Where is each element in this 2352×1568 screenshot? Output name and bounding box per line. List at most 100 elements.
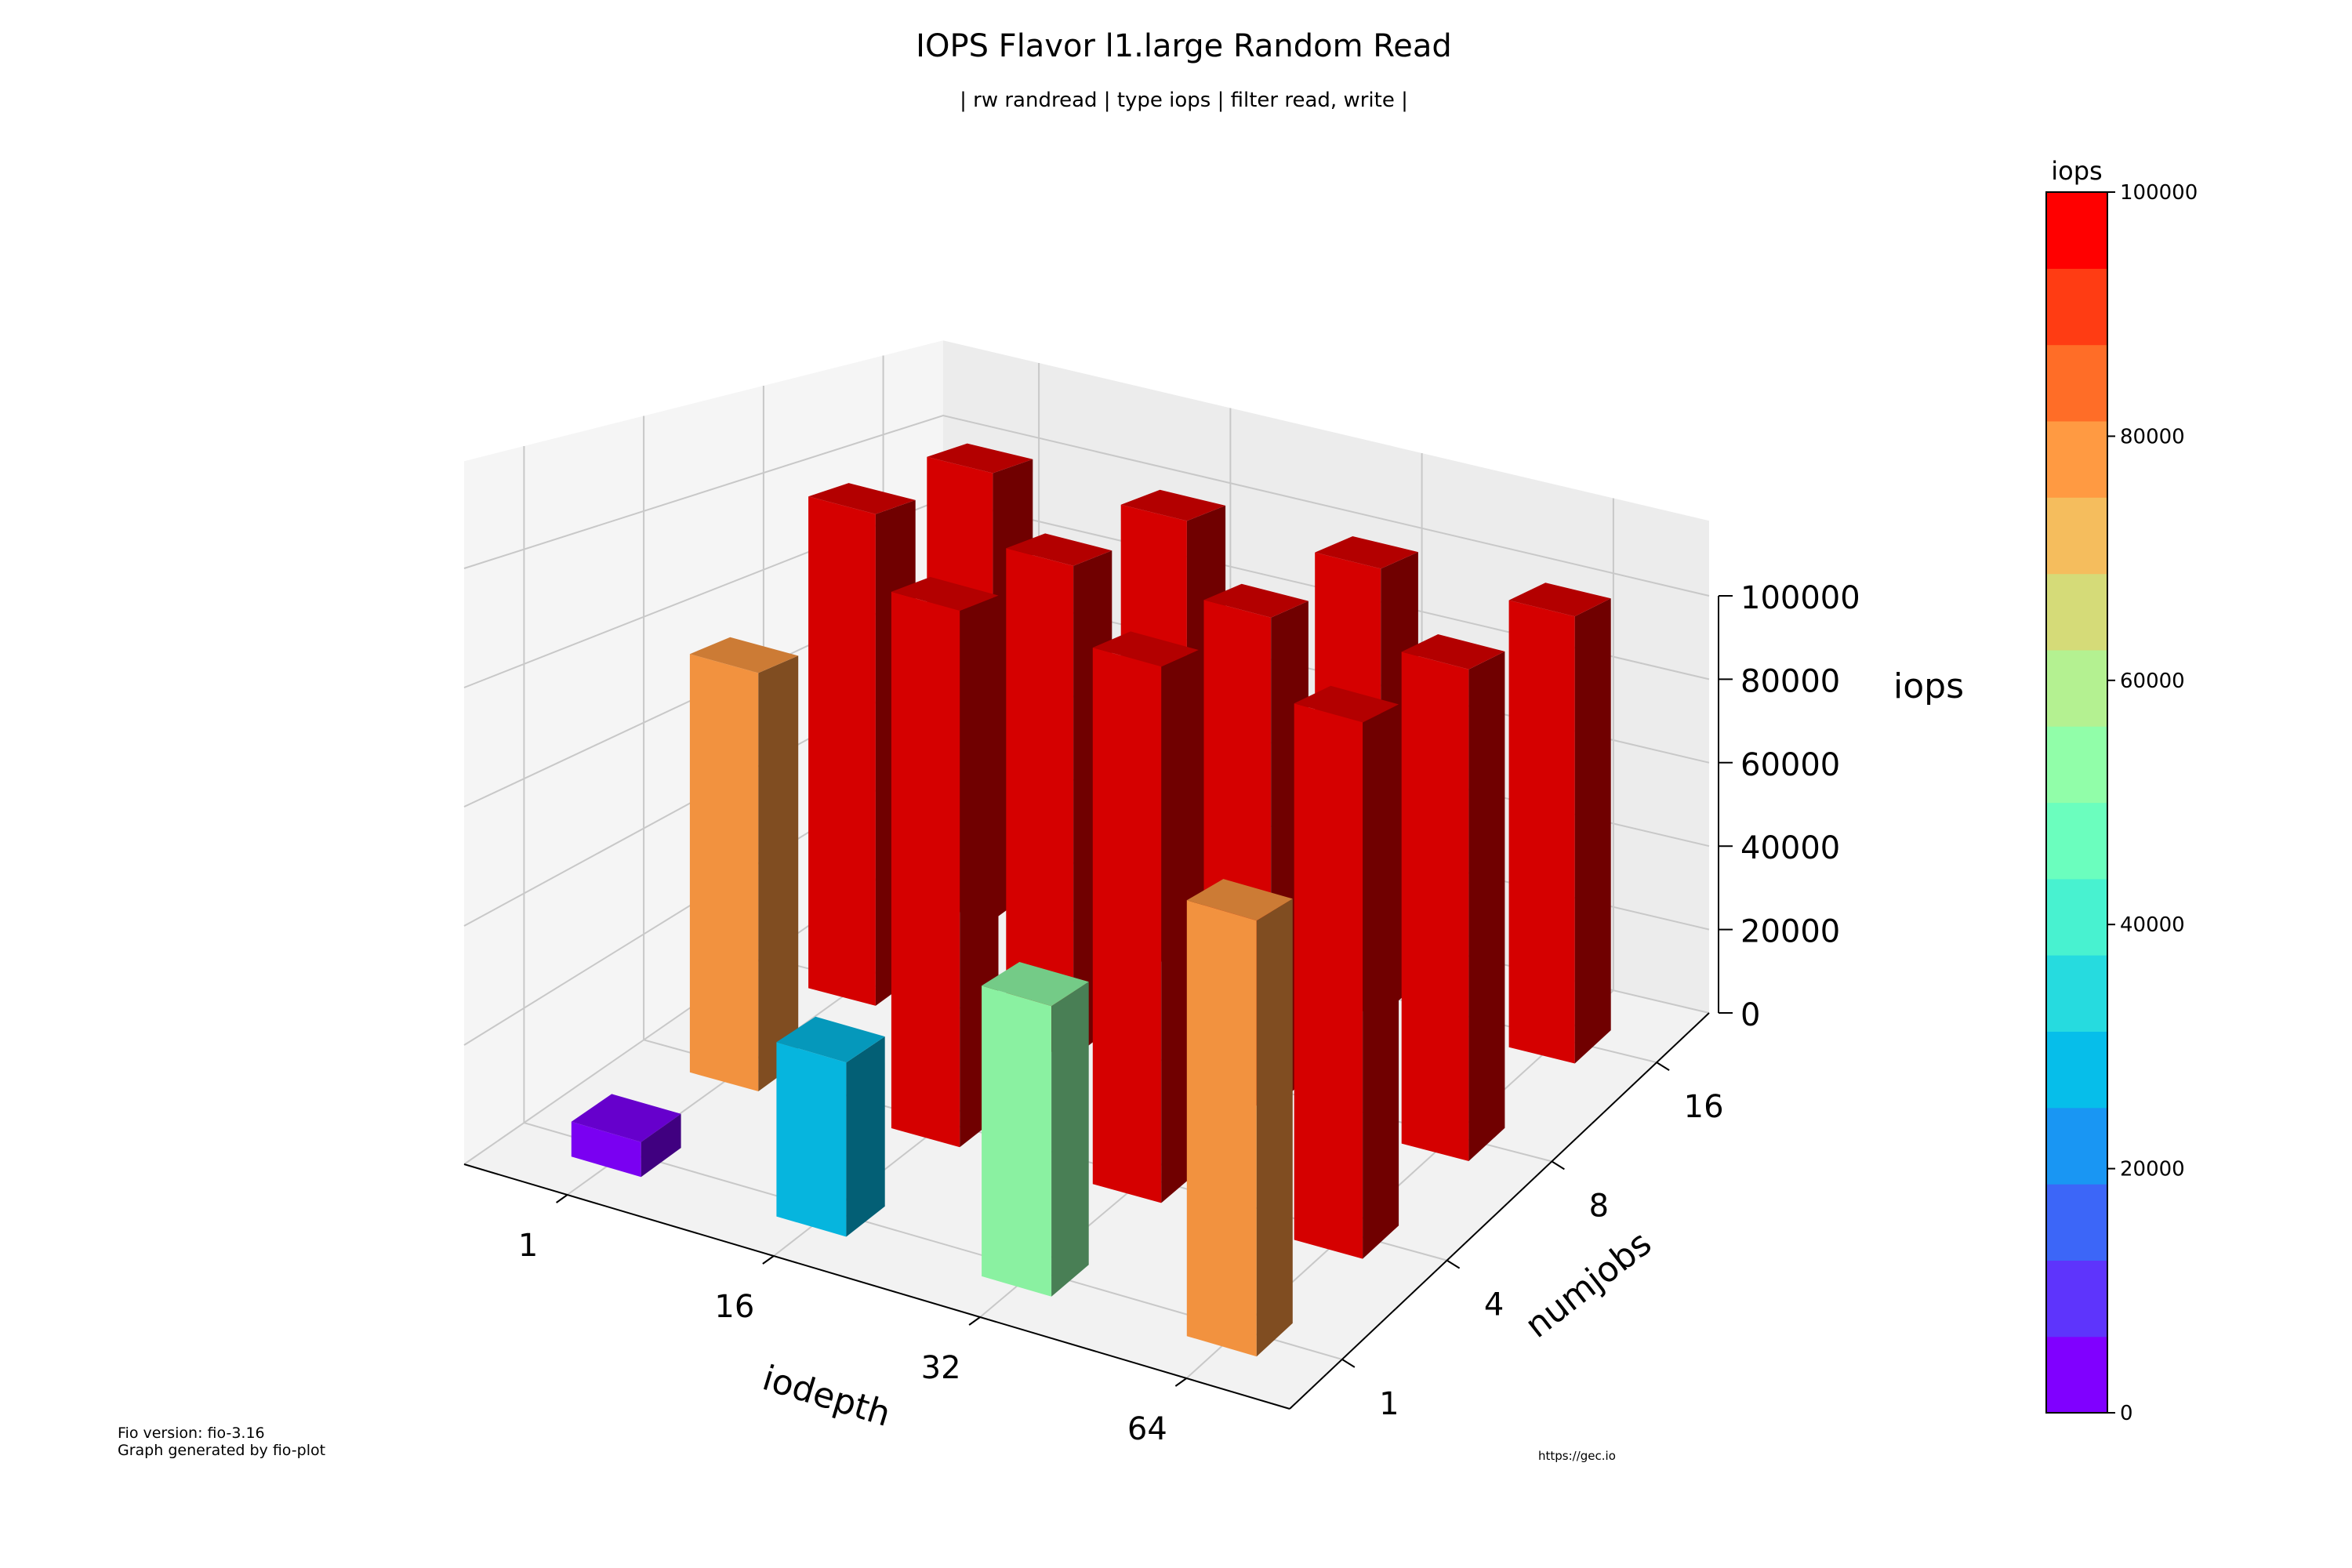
bar-top-face	[1092, 631, 1199, 667]
chart-title: IOPS Flavor l1.large Random Read	[916, 28, 1452, 64]
x-tick-label: 64	[1127, 1411, 1167, 1447]
bar-iodepth-64-numjobs-16	[1508, 583, 1611, 1064]
x-tick-mark	[1174, 1377, 1187, 1387]
bar-top-face	[1315, 536, 1418, 569]
bar-iodepth-32-numjobs-4	[1092, 631, 1199, 1203]
bar-front-face	[982, 985, 1052, 1297]
bar-side-face	[641, 1113, 681, 1178]
y-tick-label: 1	[1379, 1386, 1399, 1422]
bar-iodepth-64-numjobs-8	[1401, 634, 1505, 1161]
bar-iodepth-64-numjobs-1	[1186, 879, 1293, 1357]
colorbar-segment	[2046, 878, 2107, 956]
fio-version-text: Fio version: fio-3.16	[118, 1425, 265, 1442]
bar-top-face	[1186, 879, 1293, 921]
colorbar-segment	[2046, 955, 2107, 1032]
bar-top-face	[689, 637, 799, 673]
z-gridline	[463, 414, 1710, 597]
colorbar-segment	[2046, 1107, 2107, 1185]
bar-top-face	[776, 1016, 885, 1063]
bar-side-face	[1574, 598, 1611, 1064]
bar-top-face	[1006, 533, 1112, 566]
z-tick-label: 0	[1740, 997, 1760, 1033]
bar-front-face	[891, 591, 960, 1148]
bar-iodepth-1-numjobs-1	[571, 1094, 681, 1178]
bar-front-face	[1092, 648, 1162, 1203]
z-tick-label: 100000	[1740, 580, 1860, 616]
colorbar-segment	[2046, 192, 2107, 269]
y-tick-mark	[1656, 1062, 1670, 1071]
y-tick-label: 8	[1589, 1188, 1609, 1224]
bars-group	[571, 443, 1611, 1357]
bar-top-face	[1120, 489, 1226, 521]
colorbar-segment	[2046, 268, 2107, 346]
colorbar-segment	[2046, 1336, 2107, 1414]
x-tick-mark	[556, 1194, 568, 1203]
colorbar-segment	[2046, 420, 2107, 498]
colorbar-tick-label: 0	[2120, 1402, 2133, 1425]
colorbar-tick-label: 60000	[2120, 670, 2185, 693]
bar-top-face	[927, 443, 1033, 474]
bar-iodepth-64-numjobs-4	[1294, 685, 1399, 1259]
source-url: https://gec.io	[1538, 1449, 1616, 1463]
bar-front-face	[1294, 703, 1363, 1259]
colorbar-tick-label: 40000	[2120, 913, 2185, 937]
bar-front-face	[1006, 548, 1074, 1058]
bar-iodepth-1-numjobs-4	[689, 637, 799, 1091]
bar-top-face	[1294, 685, 1399, 723]
colorbar-title: iops	[2051, 156, 2102, 186]
bar-side-face	[758, 655, 799, 1091]
colorbar-segment	[2046, 649, 2107, 727]
colorbar-segment	[2046, 1184, 2107, 1261]
bar-top-face	[1401, 634, 1505, 670]
z-tick-label: 20000	[1740, 914, 1840, 950]
colorbar-segment	[2046, 344, 2107, 422]
colorbar-segment	[2046, 1031, 2107, 1109]
colorbar-tick-label: 20000	[2120, 1158, 2185, 1181]
y-tick-mark	[1551, 1160, 1565, 1171]
chart-subtitle: | rw randread | type iops | filter read,…	[960, 89, 1408, 112]
bar-front-face	[808, 496, 876, 1006]
z-tick-label: 40000	[1740, 830, 1840, 866]
y-tick-mark	[1446, 1259, 1461, 1269]
colorbar-segment	[2046, 497, 2107, 575]
bar-top-face	[982, 962, 1089, 1007]
bar-iodepth-32-numjobs-1	[982, 962, 1089, 1297]
bar-side-face	[1468, 651, 1505, 1161]
bar-side-face	[846, 1036, 885, 1237]
z-tick-label: 80000	[1740, 663, 1840, 699]
y-axis-label: numjobs	[1518, 1223, 1659, 1345]
bar-iodepth-16-numjobs-1	[776, 1016, 885, 1237]
y-tick-mark	[1341, 1359, 1356, 1368]
bar-front-face	[1186, 900, 1257, 1357]
colorbar-segment	[2046, 802, 2107, 880]
colorbar-border	[2045, 191, 2108, 1414]
bar-front-face	[571, 1121, 641, 1178]
x-tick-label: 16	[714, 1289, 754, 1325]
z-tick-label: 60000	[1740, 747, 1840, 783]
x-tick-mark	[968, 1316, 981, 1326]
bar-top-face	[891, 576, 999, 611]
y-tick-label: 16	[1684, 1089, 1724, 1125]
colorbar-tick-label: 80000	[2120, 425, 2185, 448]
bar-top-face	[571, 1094, 681, 1142]
colorbar-segment	[2046, 573, 2107, 651]
x-axis-label: iodepth	[758, 1358, 895, 1435]
bar-top-face	[1203, 583, 1308, 618]
bar-top-face	[1508, 583, 1611, 617]
y-tick-label: 4	[1484, 1287, 1504, 1323]
x-tick-label: 1	[518, 1228, 538, 1264]
colorbar: 0 20000 40000 60000 80000 100000 iops	[2045, 156, 2198, 1425]
colorbar-segment	[2046, 1260, 2107, 1338]
bar-side-face	[1363, 704, 1399, 1259]
colorbar-segment	[2046, 726, 2107, 804]
x-tick-mark	[762, 1255, 775, 1265]
x-axis-line	[463, 1163, 1290, 1410]
bar-front-face	[1401, 652, 1469, 1161]
bar-side-face	[1256, 898, 1293, 1357]
fio-plot-credit: Graph generated by fio-plot	[118, 1442, 325, 1459]
x-tick-label: 32	[921, 1350, 961, 1386]
bar-front-face	[1508, 600, 1575, 1064]
bar-side-face	[1051, 982, 1089, 1297]
y-axis-line	[1289, 1012, 1710, 1410]
